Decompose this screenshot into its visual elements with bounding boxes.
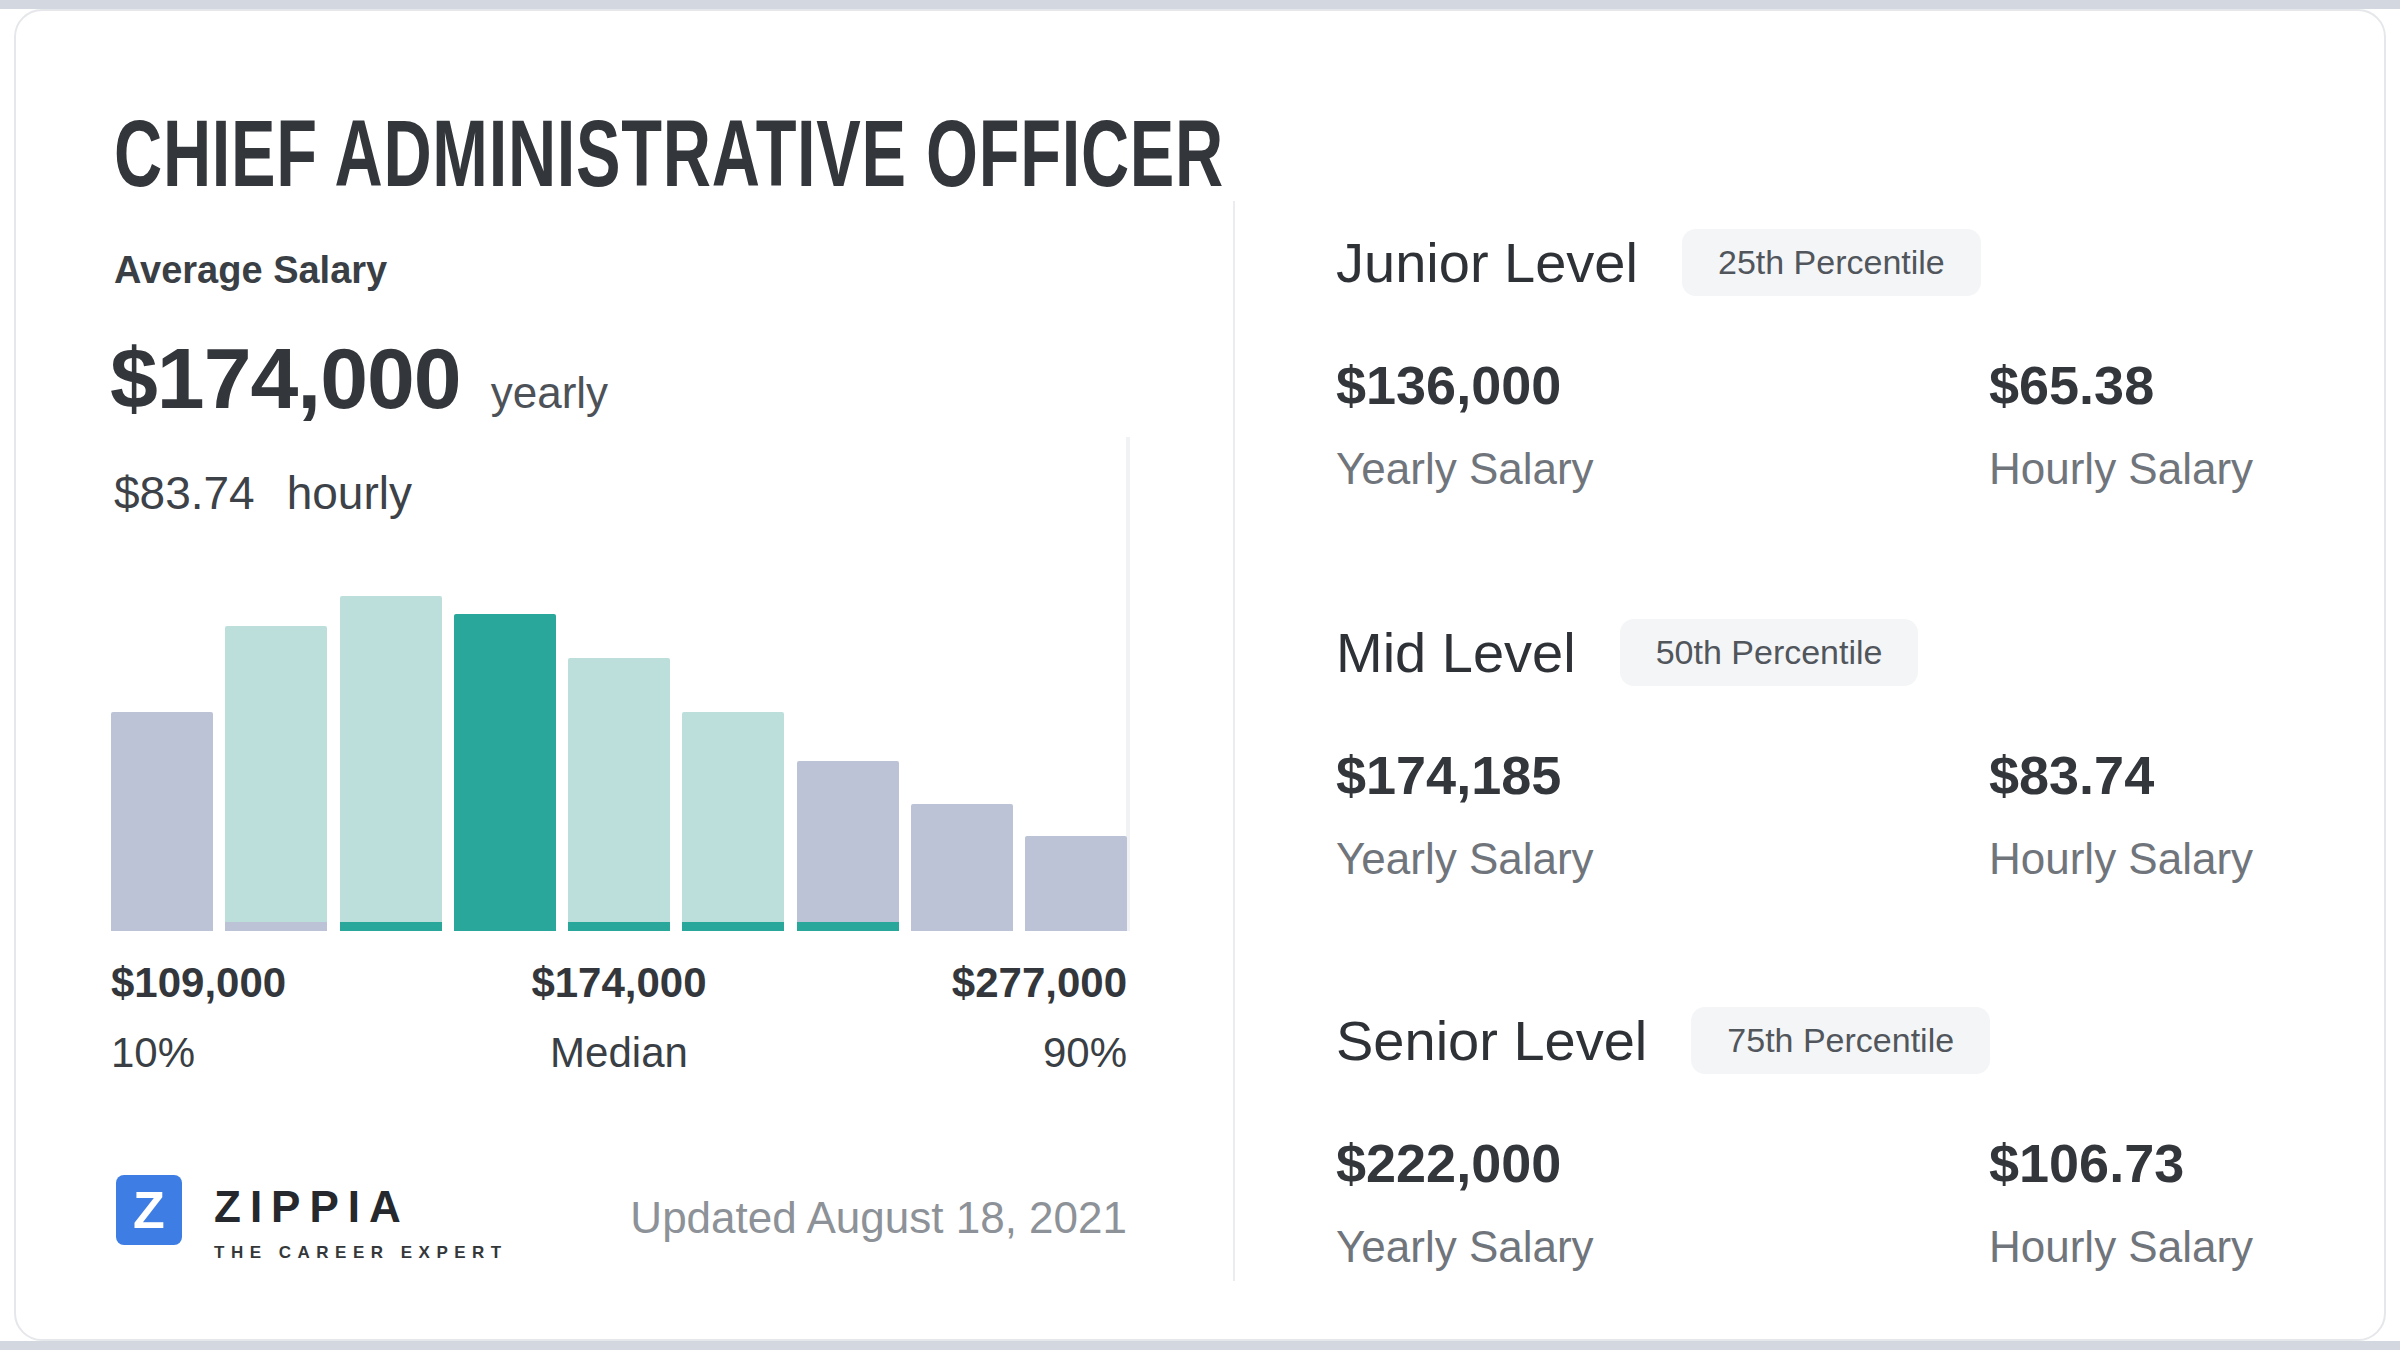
histogram-bar <box>797 761 899 931</box>
percentile-10-label: 10% <box>111 1029 286 1077</box>
page-title: CHIEF ADMINISTRATIVE OFFICER <box>114 107 1224 201</box>
histogram-bar <box>340 596 442 931</box>
salary-infographic: CHIEF ADMINISTRATIVE OFFICER Average Sal… <box>0 0 2400 1350</box>
percentile-90-label: 90% <box>952 1029 1127 1077</box>
histogram-bar <box>1025 836 1127 931</box>
percentile-10-annotation: $109,000 10% <box>111 959 286 1077</box>
junior-level-header: Junior Level 25th Percentile <box>1336 229 2346 296</box>
histogram-bar-base-strip <box>682 922 784 931</box>
histogram-bar-base-strip <box>797 922 899 931</box>
junior-level-section: Junior Level 25th Percentile $136,000 Ye… <box>1336 229 2346 494</box>
senior-hourly-value: $106.73 <box>1989 1132 2346 1194</box>
junior-level-percentile-badge: 25th Percentile <box>1682 229 1981 296</box>
senior-level-values: $222,000 Yearly Salary $106.73 Hourly Sa… <box>1336 1132 2346 1272</box>
updated-date: Updated August 18, 2021 <box>111 1193 1127 1243</box>
average-yearly-row: $174,000 yearly <box>110 329 608 428</box>
mid-level-values: $174,185 Yearly Salary $83.74 Hourly Sal… <box>1336 744 2346 884</box>
mid-hourly-cell: $83.74 Hourly Salary <box>1989 744 2346 884</box>
junior-level-title: Junior Level <box>1336 232 1638 294</box>
average-hourly-value: $83.74 <box>114 466 255 520</box>
junior-yearly-value: $136,000 <box>1336 354 1989 416</box>
junior-hourly-label: Hourly Salary <box>1989 444 2346 494</box>
histogram-bar-base-strip <box>568 922 670 931</box>
mid-level-section: Mid Level 50th Percentile $174,185 Yearl… <box>1336 619 2346 884</box>
mid-level-percentile-badge: 50th Percentile <box>1620 619 1919 686</box>
senior-level-header: Senior Level 75th Percentile <box>1336 1007 2346 1074</box>
histogram-bar <box>111 712 213 931</box>
average-hourly-row: $83.74 hourly <box>114 466 412 520</box>
histogram-bar-base-strip <box>340 922 442 931</box>
vertical-divider <box>1233 201 1235 1281</box>
bottom-edge-band <box>0 1341 2400 1350</box>
histogram-bar <box>454 614 556 931</box>
junior-hourly-cell: $65.38 Hourly Salary <box>1989 354 2346 494</box>
mid-hourly-label: Hourly Salary <box>1989 834 2346 884</box>
average-hourly-unit: hourly <box>287 466 412 520</box>
senior-yearly-label: Yearly Salary <box>1336 1222 1989 1272</box>
mid-hourly-value: $83.74 <box>1989 744 2346 806</box>
average-yearly-unit: yearly <box>491 368 608 418</box>
histogram-bar <box>911 804 1013 931</box>
histogram-bar <box>568 658 670 931</box>
junior-hourly-value: $65.38 <box>1989 354 2346 416</box>
salary-card: CHIEF ADMINISTRATIVE OFFICER Average Sal… <box>14 9 2386 1341</box>
percentile-90-value: $277,000 <box>952 959 1127 1007</box>
mid-yearly-cell: $174,185 Yearly Salary <box>1336 744 1989 884</box>
percentile-90-annotation: $277,000 90% <box>952 959 1127 1077</box>
senior-hourly-label: Hourly Salary <box>1989 1222 2346 1272</box>
median-value: $174,000 <box>531 959 706 1007</box>
mid-level-title: Mid Level <box>1336 622 1576 684</box>
median-annotation: $174,000 Median <box>531 959 706 1077</box>
percentile-10-value: $109,000 <box>111 959 286 1007</box>
junior-yearly-label: Yearly Salary <box>1336 444 1989 494</box>
mid-level-header: Mid Level 50th Percentile <box>1336 619 2346 686</box>
senior-level-percentile-badge: 75th Percentile <box>1691 1007 1990 1074</box>
zippia-tagline: THE CAREER EXPERT <box>214 1243 508 1263</box>
senior-level-section: Senior Level 75th Percentile $222,000 Ye… <box>1336 1007 2346 1272</box>
senior-hourly-cell: $106.73 Hourly Salary <box>1989 1132 2346 1272</box>
senior-level-title: Senior Level <box>1336 1010 1647 1072</box>
histogram-bar <box>682 712 784 931</box>
junior-level-values: $136,000 Yearly Salary $65.38 Hourly Sal… <box>1336 354 2346 494</box>
mid-yearly-label: Yearly Salary <box>1336 834 1989 884</box>
senior-yearly-cell: $222,000 Yearly Salary <box>1336 1132 1989 1272</box>
mid-yearly-value: $174,185 <box>1336 744 1989 806</box>
senior-yearly-value: $222,000 <box>1336 1132 1989 1194</box>
histogram-bars <box>111 594 1127 931</box>
histogram-bar-base-strip <box>225 922 327 931</box>
average-yearly-value: $174,000 <box>110 329 461 428</box>
median-label: Median <box>531 1029 706 1077</box>
average-salary-label: Average Salary <box>114 249 387 292</box>
junior-yearly-cell: $136,000 Yearly Salary <box>1336 354 1989 494</box>
top-edge-band <box>0 0 2400 9</box>
salary-distribution-chart <box>111 594 1127 931</box>
histogram-bar <box>225 626 327 931</box>
